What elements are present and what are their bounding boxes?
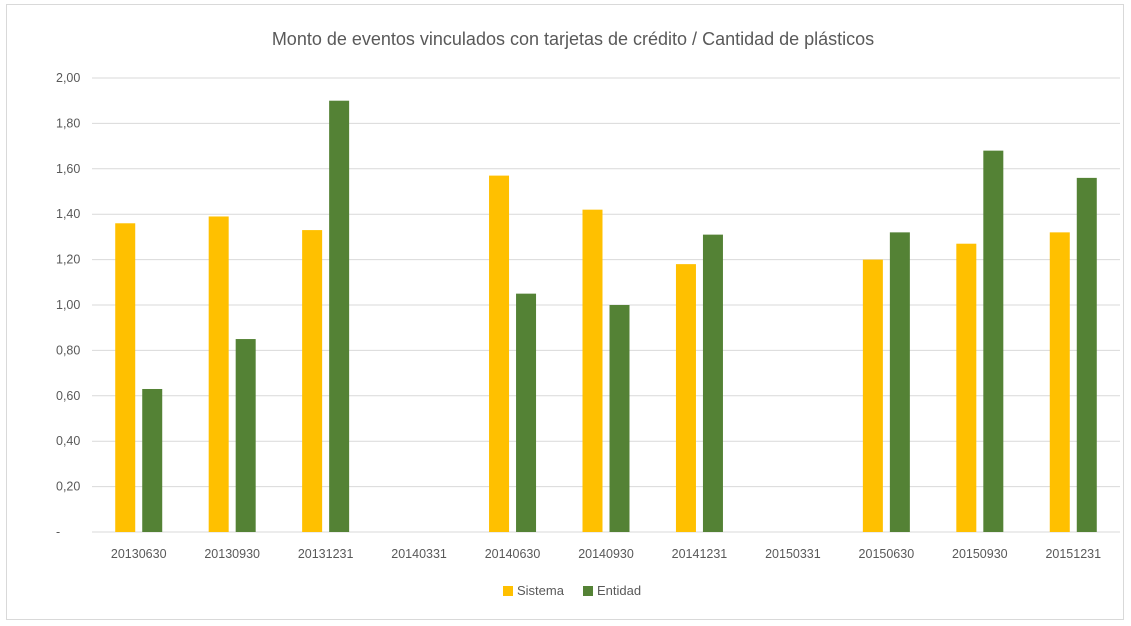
- legend: Sistema Entidad: [503, 583, 641, 598]
- bar-entidad-20140930: [609, 305, 630, 532]
- bar-entidad-20150930: [983, 150, 1004, 532]
- bar-entidad-20141231: [702, 234, 723, 532]
- x-tick-label: 20130630: [111, 547, 167, 561]
- x-tick-label: 20140630: [485, 547, 541, 561]
- y-axis-ticks: - 0,20 0,40 0,60 0,80 1,00 1,20 1,40 1,60 1,80 2,0…: [56, 71, 80, 539]
- x-tick-label: 20151231: [1045, 547, 1101, 561]
- y-tick-label: 1,20: [56, 253, 80, 267]
- x-tick-label: 20150930: [952, 547, 1008, 561]
- bar-sistema-20150630: [862, 259, 883, 532]
- x-tick-label: 20131231: [298, 547, 354, 561]
- bar-sistema-20141231: [675, 264, 696, 532]
- bar-sistema-20140630: [489, 175, 510, 533]
- y-tick-label: 1,00: [56, 298, 80, 312]
- legend-label-entidad: Entidad: [597, 583, 641, 598]
- y-tick-label: 1,80: [56, 116, 80, 130]
- legend-swatch-sistema: [503, 586, 513, 596]
- bar-sistema-20131231: [302, 230, 323, 532]
- legend-label-sistema: Sistema: [517, 583, 565, 598]
- x-tick-label: 20150630: [859, 547, 915, 561]
- bar-sistema-20140930: [582, 209, 603, 532]
- bar-entidad-20151231: [1076, 177, 1097, 532]
- bar-sistema-20130630: [115, 223, 136, 532]
- x-tick-label: 20140331: [391, 547, 447, 561]
- chart-frame: [6, 4, 1124, 620]
- y-tick-label: 0,80: [56, 343, 80, 357]
- bar-entidad-20150630: [889, 232, 910, 533]
- x-tick-label: 20150331: [765, 547, 821, 561]
- bar-entidad-20130930: [235, 339, 256, 532]
- bar-entidad-20140630: [516, 293, 537, 532]
- bar-sistema-20130930: [208, 216, 229, 532]
- x-tick-label: 20141231: [672, 547, 728, 561]
- y-tick-label: 1,60: [56, 162, 80, 176]
- y-tick-label: 0,60: [56, 389, 80, 403]
- y-tick-label: 0,40: [56, 434, 80, 448]
- legend-swatch-entidad: [583, 586, 593, 596]
- bar-entidad-20130630: [142, 388, 163, 532]
- bar-sistema-20150930: [956, 243, 977, 532]
- y-tick-label: 0,20: [56, 480, 80, 494]
- x-tick-label: 20140930: [578, 547, 634, 561]
- bars: [115, 100, 1097, 533]
- gridlines: [92, 77, 1120, 533]
- y-tick-label: 1,40: [56, 207, 80, 221]
- y-tick-label: 2,00: [56, 71, 80, 85]
- y-tick-label: -: [56, 525, 60, 539]
- bar-sistema-20151231: [1049, 232, 1070, 533]
- x-tick-label: 20130930: [204, 547, 260, 561]
- x-axis-ticks: 20130630 20130930 20131231 20140331 20140630…: [111, 547, 1101, 561]
- bar-entidad-20131231: [329, 100, 350, 532]
- chart-title: Monto de eventos vinculados con tarjetas…: [272, 29, 874, 49]
